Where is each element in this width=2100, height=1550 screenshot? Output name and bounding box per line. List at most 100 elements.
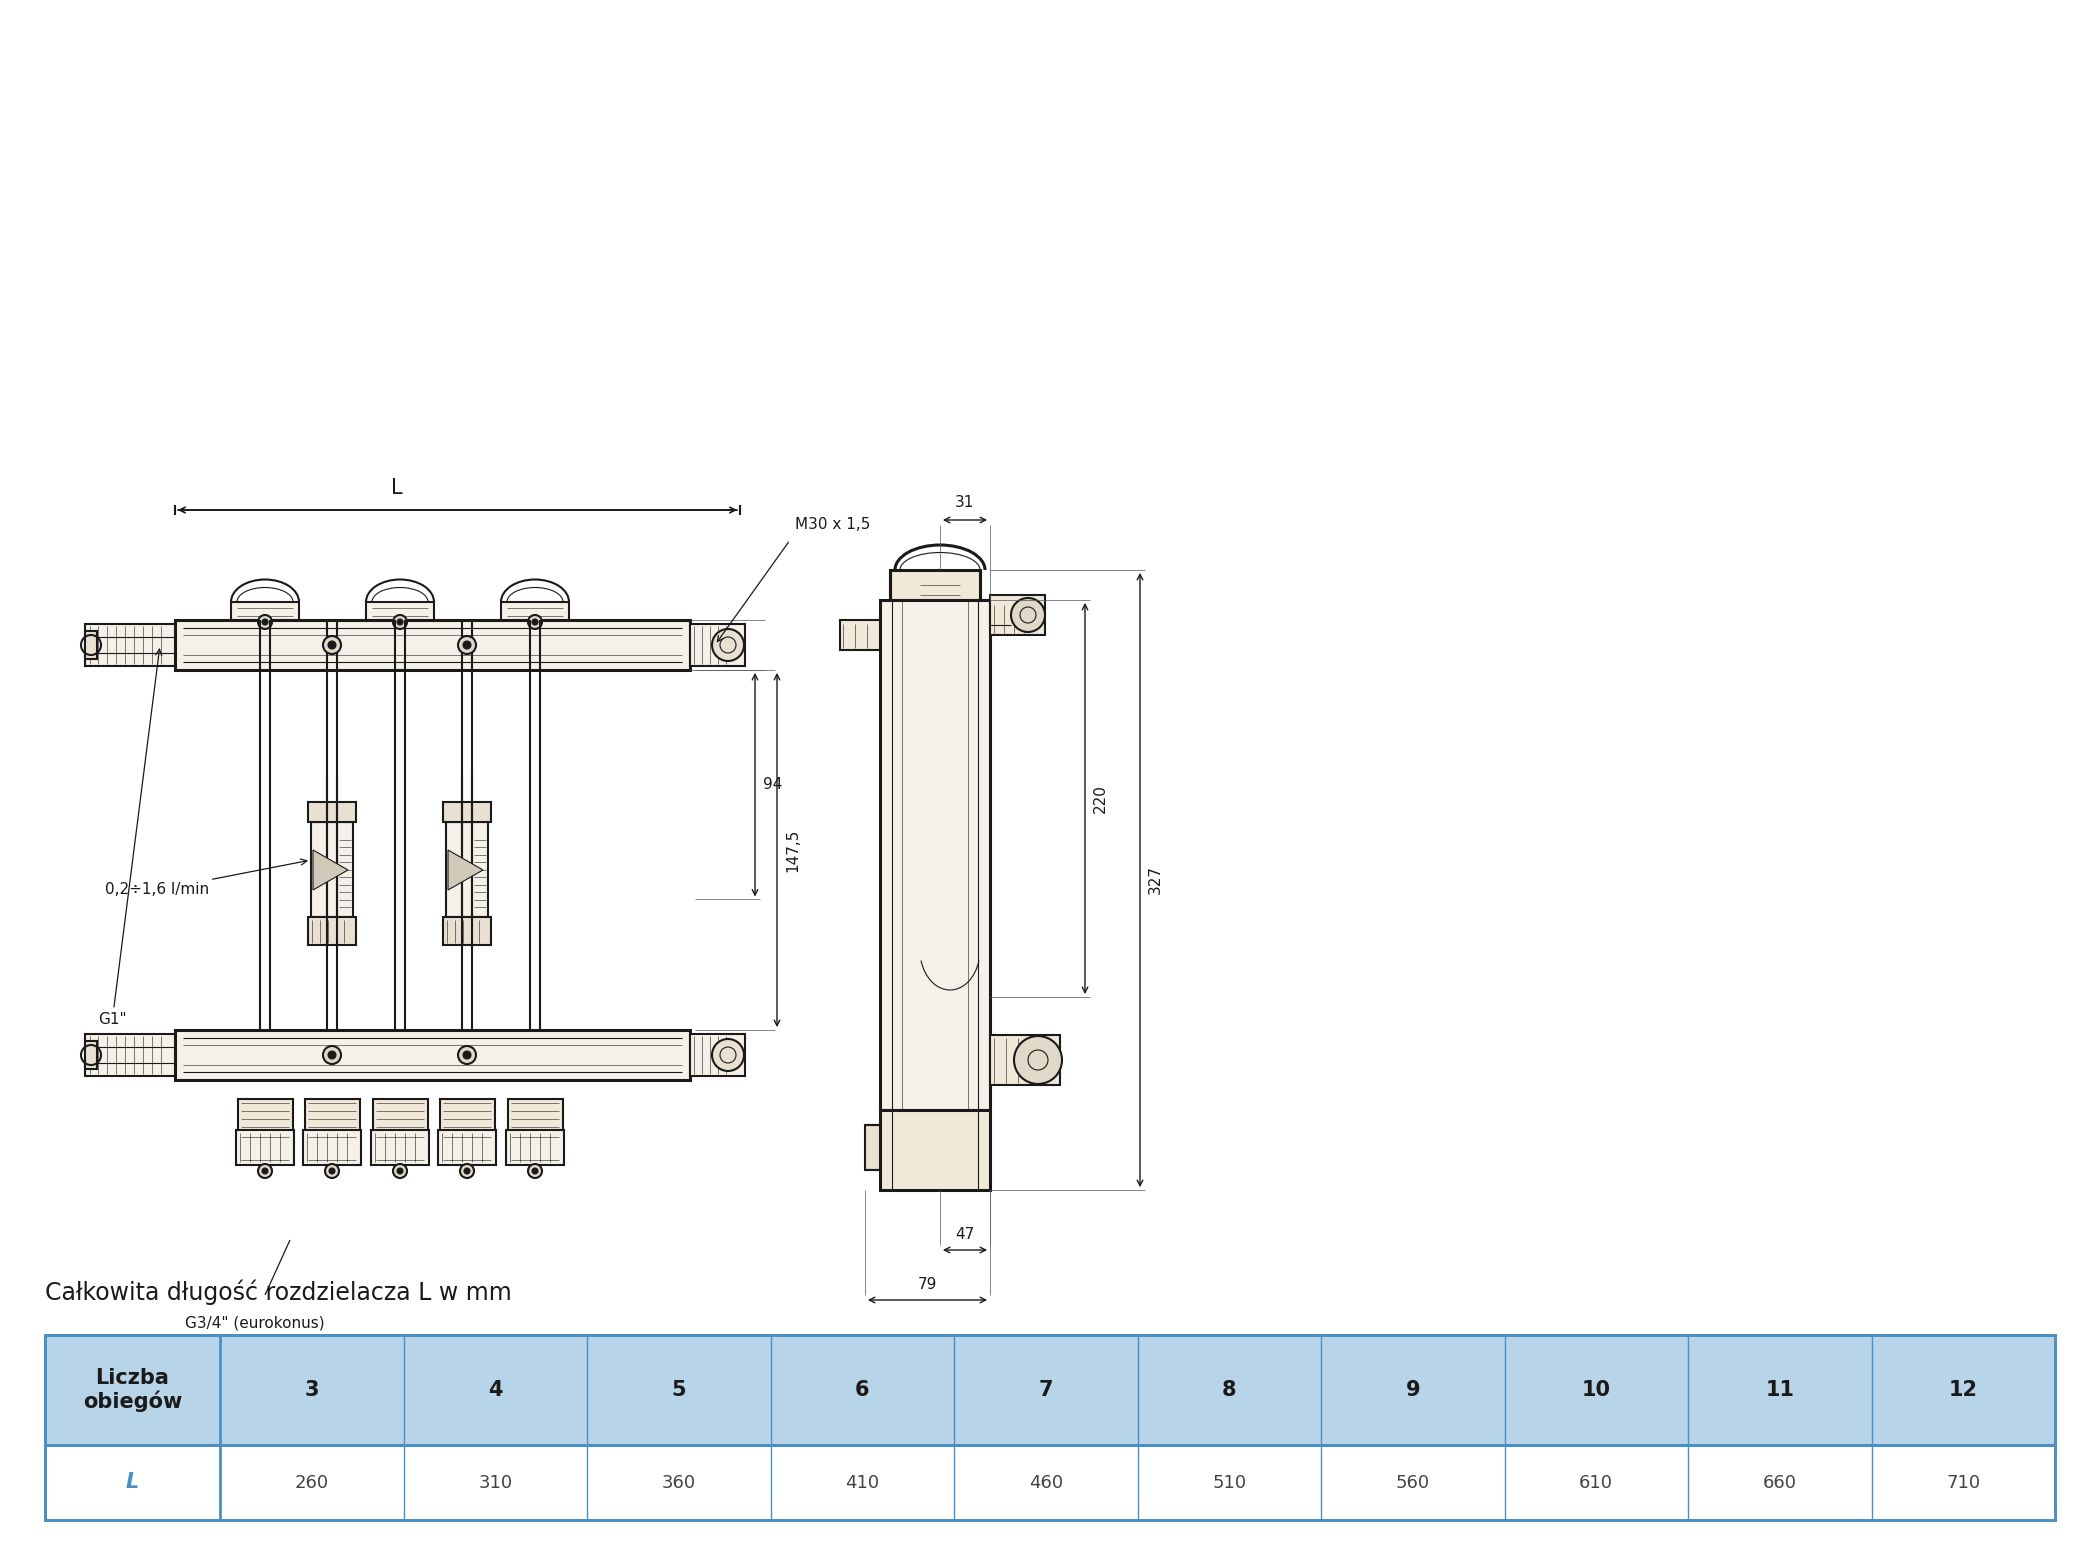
Text: 4: 4 xyxy=(487,1380,502,1400)
Bar xyxy=(508,1099,563,1132)
Circle shape xyxy=(527,1164,542,1178)
Text: 6: 6 xyxy=(855,1380,869,1400)
Text: 3: 3 xyxy=(304,1380,319,1400)
Circle shape xyxy=(458,1046,477,1063)
Text: 510: 510 xyxy=(1212,1474,1245,1491)
Circle shape xyxy=(464,1169,470,1173)
Circle shape xyxy=(462,642,470,649)
Circle shape xyxy=(326,1164,338,1178)
Bar xyxy=(691,625,745,666)
Bar xyxy=(309,918,357,945)
Text: 660: 660 xyxy=(1762,1474,1798,1491)
Circle shape xyxy=(330,1169,336,1173)
Bar xyxy=(311,822,353,918)
Circle shape xyxy=(328,642,336,649)
Circle shape xyxy=(323,636,340,654)
Bar xyxy=(441,1099,496,1132)
Bar xyxy=(174,1031,691,1080)
Text: 360: 360 xyxy=(662,1474,695,1491)
Bar xyxy=(235,1130,294,1166)
Text: 220: 220 xyxy=(1092,784,1109,812)
Bar xyxy=(84,1042,97,1070)
Text: 310: 310 xyxy=(479,1474,512,1491)
Text: 147,5: 147,5 xyxy=(785,828,800,871)
Bar xyxy=(84,625,174,666)
Bar xyxy=(443,918,491,945)
Text: 710: 710 xyxy=(1947,1474,1980,1491)
Circle shape xyxy=(458,636,477,654)
Text: 9: 9 xyxy=(1405,1380,1420,1400)
Bar xyxy=(44,1335,2056,1445)
Text: 5: 5 xyxy=(672,1380,687,1400)
Text: M30 x 1,5: M30 x 1,5 xyxy=(796,518,869,532)
Bar xyxy=(374,1099,428,1132)
Circle shape xyxy=(712,1038,743,1071)
Bar xyxy=(506,1130,565,1166)
Bar xyxy=(502,601,569,620)
Text: 47: 47 xyxy=(956,1228,974,1242)
Bar xyxy=(44,1335,2056,1521)
Text: 7: 7 xyxy=(1040,1380,1052,1400)
Circle shape xyxy=(262,1169,269,1173)
Text: 12: 12 xyxy=(1949,1380,1978,1400)
Text: 31: 31 xyxy=(956,494,974,510)
Text: 11: 11 xyxy=(1766,1380,1793,1400)
Circle shape xyxy=(328,1051,336,1059)
Bar xyxy=(302,1130,361,1166)
Circle shape xyxy=(531,1169,538,1173)
Bar xyxy=(439,1130,496,1166)
Text: 0,2÷1,6 l/min: 0,2÷1,6 l/min xyxy=(105,859,307,897)
Bar xyxy=(365,601,435,620)
Circle shape xyxy=(262,618,269,625)
Text: 327: 327 xyxy=(1149,865,1163,894)
Circle shape xyxy=(397,618,403,625)
Text: 94: 94 xyxy=(762,777,783,792)
Text: Liczba
obiegów: Liczba obiegów xyxy=(82,1367,183,1412)
Bar xyxy=(880,1110,989,1190)
Polygon shape xyxy=(313,849,349,890)
Circle shape xyxy=(397,1169,403,1173)
Circle shape xyxy=(258,1164,273,1178)
Circle shape xyxy=(1014,1035,1063,1083)
Circle shape xyxy=(393,615,407,629)
Bar xyxy=(174,620,691,670)
Bar xyxy=(304,1099,359,1132)
Text: G1": G1" xyxy=(99,649,162,1028)
Text: 10: 10 xyxy=(1581,1380,1611,1400)
Text: 460: 460 xyxy=(1029,1474,1063,1491)
Bar xyxy=(443,801,491,822)
Bar xyxy=(890,570,981,600)
Circle shape xyxy=(323,1046,340,1063)
Circle shape xyxy=(1010,598,1046,632)
Bar xyxy=(309,801,357,822)
Text: L: L xyxy=(391,477,403,498)
Text: 560: 560 xyxy=(1396,1474,1430,1491)
Circle shape xyxy=(527,615,542,629)
Bar xyxy=(989,595,1046,636)
Bar xyxy=(372,1130,428,1166)
Bar xyxy=(84,631,97,659)
Bar xyxy=(691,1034,745,1076)
Circle shape xyxy=(460,1164,475,1178)
Text: G3/4" (eurokonus): G3/4" (eurokonus) xyxy=(185,1314,326,1330)
Bar xyxy=(865,1125,880,1170)
Bar xyxy=(989,1035,1060,1085)
Text: 260: 260 xyxy=(294,1474,330,1491)
Bar xyxy=(840,620,880,649)
Bar xyxy=(231,601,298,620)
Bar xyxy=(445,822,487,918)
Circle shape xyxy=(258,615,273,629)
Text: 610: 610 xyxy=(1579,1474,1613,1491)
Text: 8: 8 xyxy=(1222,1380,1237,1400)
Text: 79: 79 xyxy=(918,1277,937,1293)
Circle shape xyxy=(462,1051,470,1059)
Circle shape xyxy=(712,629,743,660)
Bar xyxy=(44,1445,2056,1521)
Text: L: L xyxy=(126,1472,139,1493)
Bar xyxy=(237,1099,294,1132)
Circle shape xyxy=(531,618,538,625)
Text: Całkowita długość rozdzielacza L w mm: Całkowita długość rozdzielacza L w mm xyxy=(44,1279,512,1305)
Polygon shape xyxy=(447,849,483,890)
Circle shape xyxy=(393,1164,407,1178)
Bar xyxy=(84,1034,174,1076)
